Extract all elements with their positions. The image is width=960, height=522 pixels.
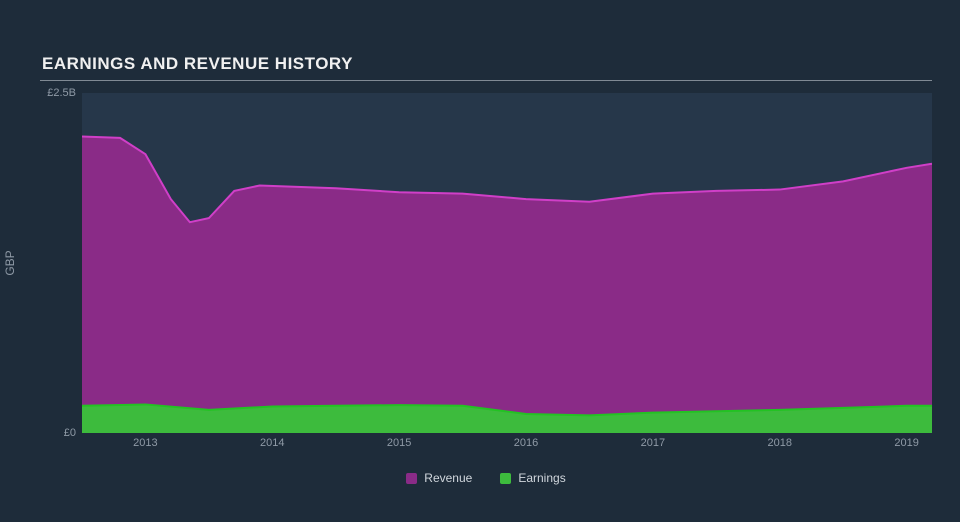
legend: Revenue Earnings (40, 471, 932, 485)
x-tick: 2013 (133, 437, 157, 449)
chart-body: GBP £2.5B£0 (40, 93, 932, 433)
y-tick: £2.5B (47, 87, 76, 99)
y-axis-label: GBP (3, 250, 17, 275)
x-tick: 2016 (514, 437, 538, 449)
x-axis-ticks: 2013 2014 2015 2016 2017 2018 2019 (82, 433, 932, 453)
legend-swatch (406, 473, 417, 484)
x-tick: 2014 (260, 437, 284, 449)
x-tick: 2015 (387, 437, 411, 449)
y-tick: £0 (64, 427, 76, 439)
plot-area (82, 93, 932, 433)
x-tick: 2018 (768, 437, 792, 449)
legend-swatch (500, 473, 511, 484)
title-divider (40, 80, 932, 81)
chart-title: EARNINGS AND REVENUE HISTORY (42, 54, 932, 74)
x-tick: 2019 (894, 437, 918, 449)
legend-item-revenue: Revenue (406, 471, 472, 485)
area-revenue (82, 137, 932, 433)
y-axis-ticks: £2.5B£0 (40, 93, 82, 433)
chart-container: EARNINGS AND REVENUE HISTORY GBP £2.5B£0… (0, 0, 960, 503)
legend-label: Earnings (518, 471, 565, 485)
legend-label: Revenue (424, 471, 472, 485)
legend-item-earnings: Earnings (500, 471, 565, 485)
x-tick: 2017 (641, 437, 665, 449)
